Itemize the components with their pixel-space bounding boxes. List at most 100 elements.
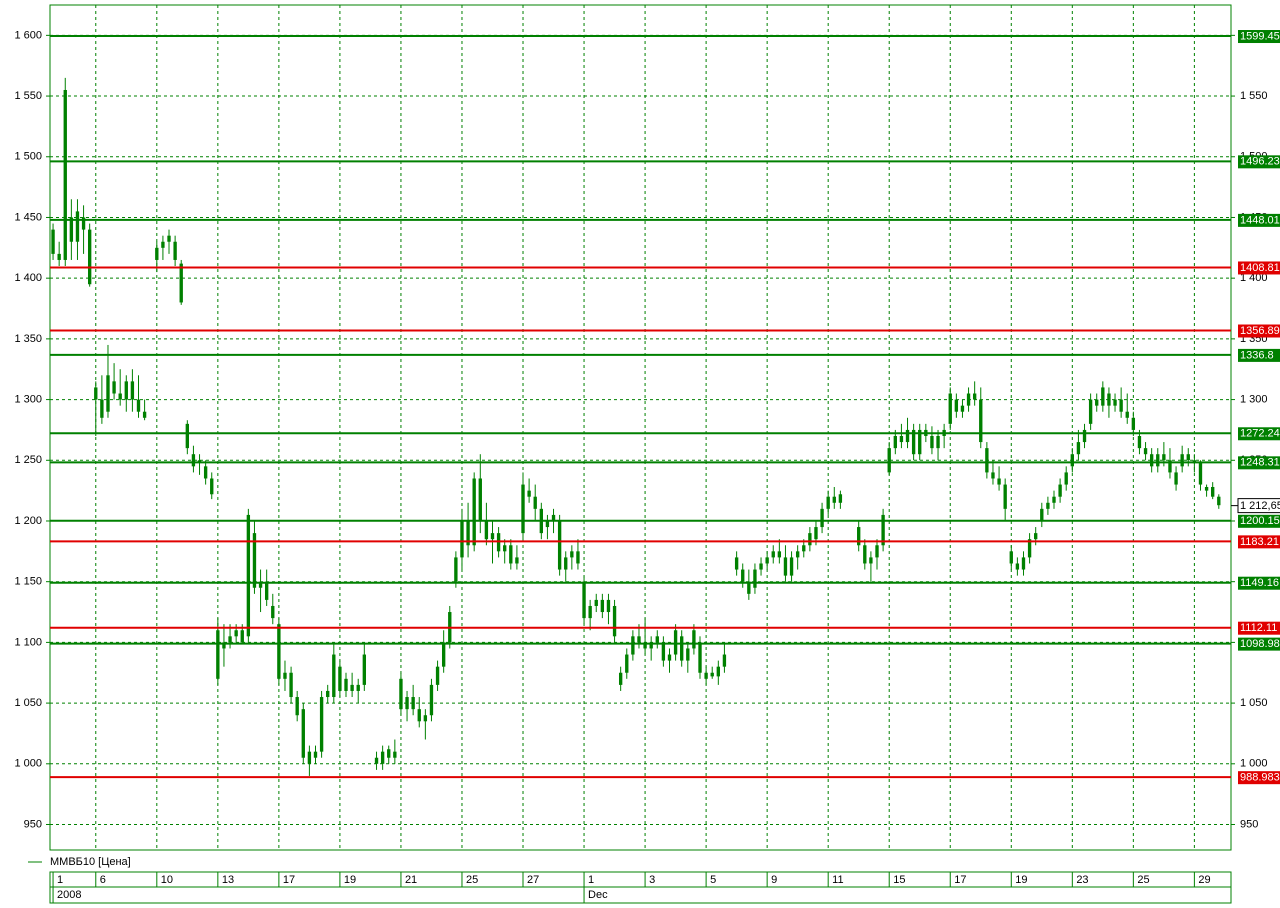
candle-body — [1040, 508, 1044, 521]
y-tick-label-right: 950 — [1240, 818, 1258, 830]
candle-body — [661, 642, 666, 661]
candle-body — [252, 533, 257, 588]
candle-body — [63, 89, 67, 260]
candle-body — [478, 478, 482, 521]
candle-body — [417, 709, 421, 722]
candle-body — [1095, 399, 1099, 406]
y-tick-label-right: 1 300 — [1240, 393, 1268, 405]
candle-body — [918, 429, 922, 455]
candle-body — [295, 697, 299, 716]
candle-body — [1204, 486, 1209, 491]
candle-body — [1015, 563, 1020, 570]
candle-body — [356, 684, 360, 691]
candle-body — [814, 527, 818, 540]
candle-body — [460, 520, 464, 558]
candle-body — [338, 666, 342, 691]
candle-body — [112, 381, 116, 394]
candle-body — [429, 684, 434, 716]
candle-body — [820, 508, 824, 528]
candle-body — [551, 514, 556, 521]
candle-body — [405, 697, 409, 710]
candle-body — [1052, 496, 1056, 503]
candle-body — [612, 605, 617, 637]
x-tick-label: 11 — [832, 874, 843, 886]
candle-body — [545, 520, 550, 528]
candle-body — [319, 697, 324, 752]
candle-body — [155, 247, 159, 260]
candle-body — [948, 393, 952, 424]
candle-body — [1058, 484, 1062, 497]
candle-body — [87, 229, 92, 285]
candle-body — [1009, 551, 1013, 564]
candle-body — [771, 551, 775, 558]
candle-body — [692, 630, 696, 649]
x-tick-label: 25 — [466, 874, 478, 886]
candle-body — [747, 581, 751, 594]
candle-body — [210, 478, 214, 495]
candle-body — [564, 557, 568, 570]
x-tick-label: 5 — [710, 874, 716, 886]
candle-body — [808, 533, 812, 546]
candle-body — [936, 435, 940, 449]
candle-body — [142, 411, 147, 418]
level-label: 1448.01 — [1240, 214, 1280, 226]
candle-body — [393, 751, 397, 758]
candle-body — [930, 435, 934, 449]
candle-body — [1076, 442, 1081, 455]
level-label-box — [1238, 155, 1280, 169]
candle-body — [576, 551, 580, 564]
candle-body — [258, 581, 263, 588]
candle-body — [435, 666, 440, 685]
period-label: 2008 — [57, 889, 81, 901]
candle-body — [326, 690, 330, 698]
candle-body — [686, 648, 690, 661]
candle-body — [618, 672, 623, 685]
candle-body — [1082, 429, 1087, 443]
level-label-box — [1238, 621, 1280, 635]
candle-body — [637, 636, 641, 643]
candle-body — [228, 636, 232, 643]
candle-body — [167, 235, 171, 242]
level-label-box — [1238, 30, 1280, 44]
candle-body — [472, 478, 476, 546]
candle-body — [795, 551, 800, 558]
x-tick-label: 15 — [893, 874, 905, 886]
x-tick-label: 29 — [1198, 874, 1210, 886]
candle-body — [765, 557, 769, 564]
candle-body — [1156, 454, 1160, 467]
candle-body — [893, 435, 897, 449]
y-tick-label: 950 — [24, 818, 42, 830]
candle-body — [710, 672, 714, 677]
candle-body — [979, 399, 983, 443]
candle-body — [1046, 502, 1050, 509]
level-label: 1149.16 — [1240, 577, 1279, 589]
level-label: 1599.45 — [1240, 30, 1280, 42]
y-tick-label: 1 400 — [14, 272, 42, 284]
candle-body — [441, 642, 446, 667]
candle-body — [655, 636, 659, 643]
y-tick-label: 1 450 — [14, 211, 42, 223]
x-tick-label: 27 — [527, 874, 539, 886]
candle-body — [124, 381, 128, 400]
candle-body — [954, 399, 959, 412]
candle-body — [332, 654, 336, 698]
candle-body — [698, 642, 702, 673]
candle-body — [179, 263, 183, 303]
candle-body — [832, 496, 836, 503]
candle-body — [869, 557, 873, 564]
candle-body — [1034, 533, 1038, 540]
candle-body — [588, 605, 592, 619]
candle-body — [234, 630, 238, 637]
candle-body — [802, 545, 806, 552]
y-tick-label: 1 550 — [14, 90, 42, 102]
candle-body — [240, 630, 244, 643]
candle-body — [490, 533, 495, 540]
candle-body — [857, 527, 861, 546]
candle-body — [301, 709, 305, 758]
candle-body — [972, 393, 977, 400]
candle-body — [1003, 484, 1007, 509]
candle-body — [94, 387, 98, 400]
candle-body — [399, 678, 403, 710]
candle-body — [1113, 399, 1117, 406]
